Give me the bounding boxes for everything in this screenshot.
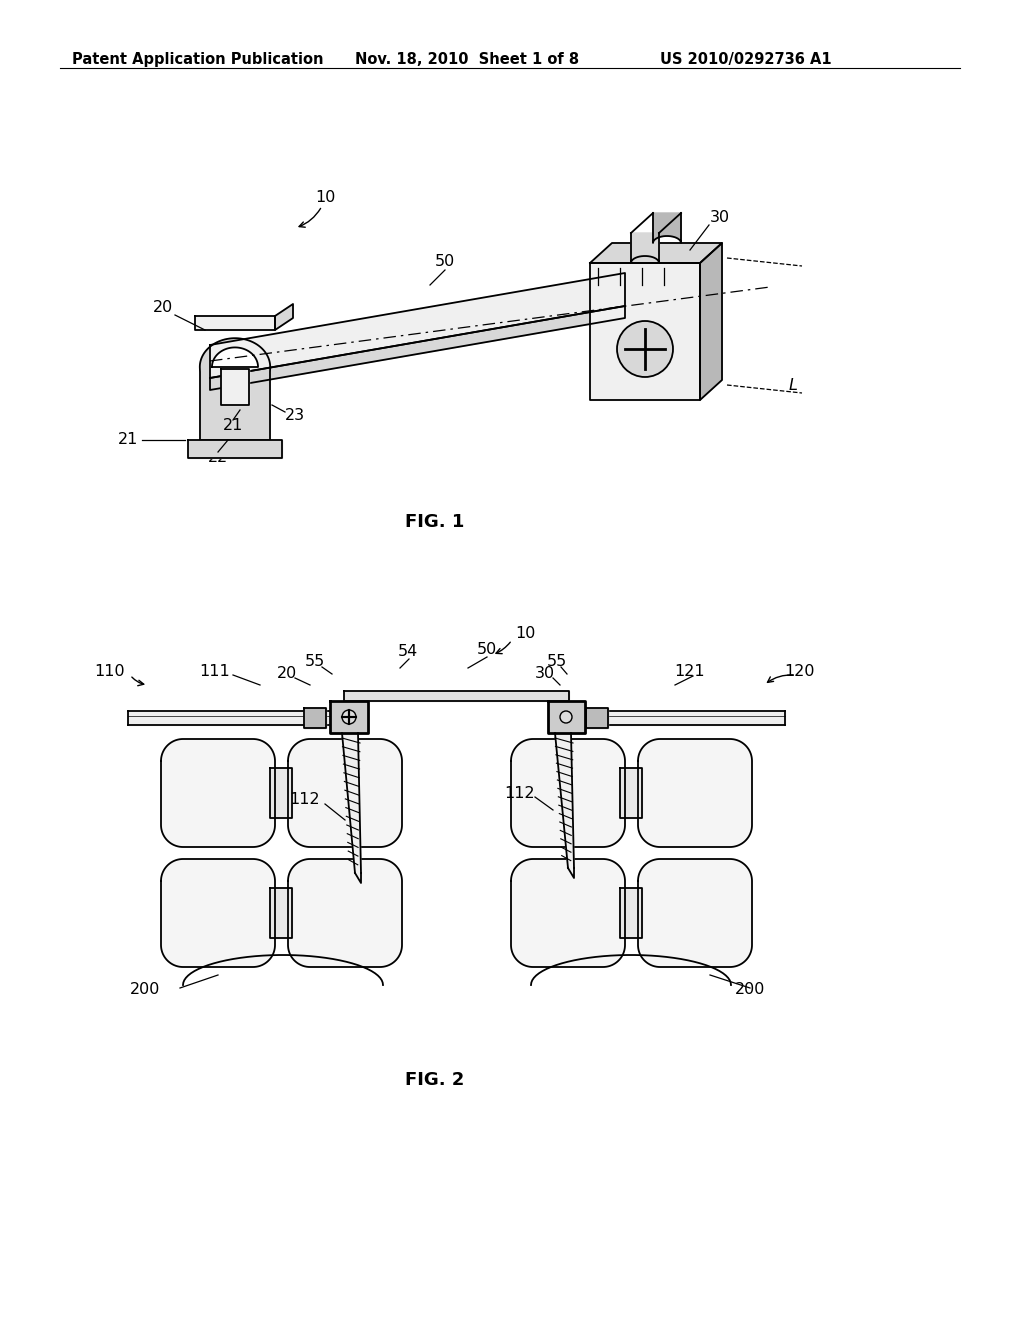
- Polygon shape: [344, 690, 569, 701]
- Text: 120: 120: [784, 664, 815, 678]
- Polygon shape: [590, 263, 700, 400]
- Polygon shape: [700, 243, 722, 400]
- Circle shape: [560, 711, 572, 723]
- Polygon shape: [210, 306, 625, 389]
- Polygon shape: [511, 739, 625, 847]
- Text: 200: 200: [735, 982, 765, 998]
- Text: 23: 23: [285, 408, 305, 422]
- Polygon shape: [212, 347, 258, 367]
- Polygon shape: [638, 859, 752, 968]
- Polygon shape: [200, 338, 270, 440]
- Polygon shape: [304, 708, 326, 729]
- Polygon shape: [270, 768, 292, 818]
- Polygon shape: [330, 701, 368, 733]
- Circle shape: [342, 710, 356, 723]
- Polygon shape: [221, 370, 249, 405]
- Text: Nov. 18, 2010  Sheet 1 of 8: Nov. 18, 2010 Sheet 1 of 8: [355, 51, 580, 67]
- Text: 20: 20: [276, 665, 297, 681]
- Polygon shape: [161, 859, 275, 968]
- Polygon shape: [288, 859, 402, 968]
- Text: 55: 55: [547, 653, 567, 668]
- Text: 30: 30: [710, 210, 730, 226]
- Text: FIG. 1: FIG. 1: [406, 513, 465, 531]
- Polygon shape: [210, 273, 625, 378]
- Polygon shape: [128, 711, 355, 725]
- Text: L: L: [788, 378, 798, 392]
- Text: 10: 10: [314, 190, 335, 206]
- Text: FIG. 2: FIG. 2: [406, 1071, 465, 1089]
- Text: 10: 10: [515, 626, 536, 640]
- Polygon shape: [638, 739, 752, 847]
- Polygon shape: [270, 888, 292, 939]
- Text: 121: 121: [675, 664, 706, 678]
- Text: US 2010/0292736 A1: US 2010/0292736 A1: [660, 51, 831, 67]
- Text: 50: 50: [435, 255, 455, 269]
- Text: 111: 111: [200, 664, 230, 678]
- Text: 112: 112: [290, 792, 321, 808]
- Text: 110: 110: [94, 664, 125, 680]
- Polygon shape: [548, 701, 585, 733]
- Text: Patent Application Publication: Patent Application Publication: [72, 51, 324, 67]
- Polygon shape: [288, 739, 402, 847]
- Text: 20: 20: [153, 301, 173, 315]
- Text: 30: 30: [535, 665, 555, 681]
- Polygon shape: [511, 859, 625, 968]
- Circle shape: [617, 321, 673, 378]
- Text: 21: 21: [223, 417, 243, 433]
- Text: 54: 54: [398, 644, 418, 660]
- Polygon shape: [188, 440, 282, 458]
- Polygon shape: [620, 888, 642, 939]
- Polygon shape: [558, 711, 785, 725]
- Polygon shape: [161, 739, 275, 847]
- Text: 22: 22: [208, 450, 228, 466]
- Polygon shape: [555, 733, 574, 878]
- Polygon shape: [586, 708, 608, 729]
- Text: 50: 50: [477, 643, 497, 657]
- Polygon shape: [620, 768, 642, 818]
- Text: 200: 200: [130, 982, 160, 998]
- Text: 21: 21: [118, 433, 138, 447]
- Text: 55: 55: [305, 653, 326, 668]
- Text: 112: 112: [505, 785, 536, 800]
- Polygon shape: [590, 243, 722, 263]
- Polygon shape: [653, 213, 681, 243]
- Polygon shape: [275, 304, 293, 330]
- Polygon shape: [631, 234, 659, 263]
- Polygon shape: [195, 315, 275, 330]
- Polygon shape: [342, 733, 361, 883]
